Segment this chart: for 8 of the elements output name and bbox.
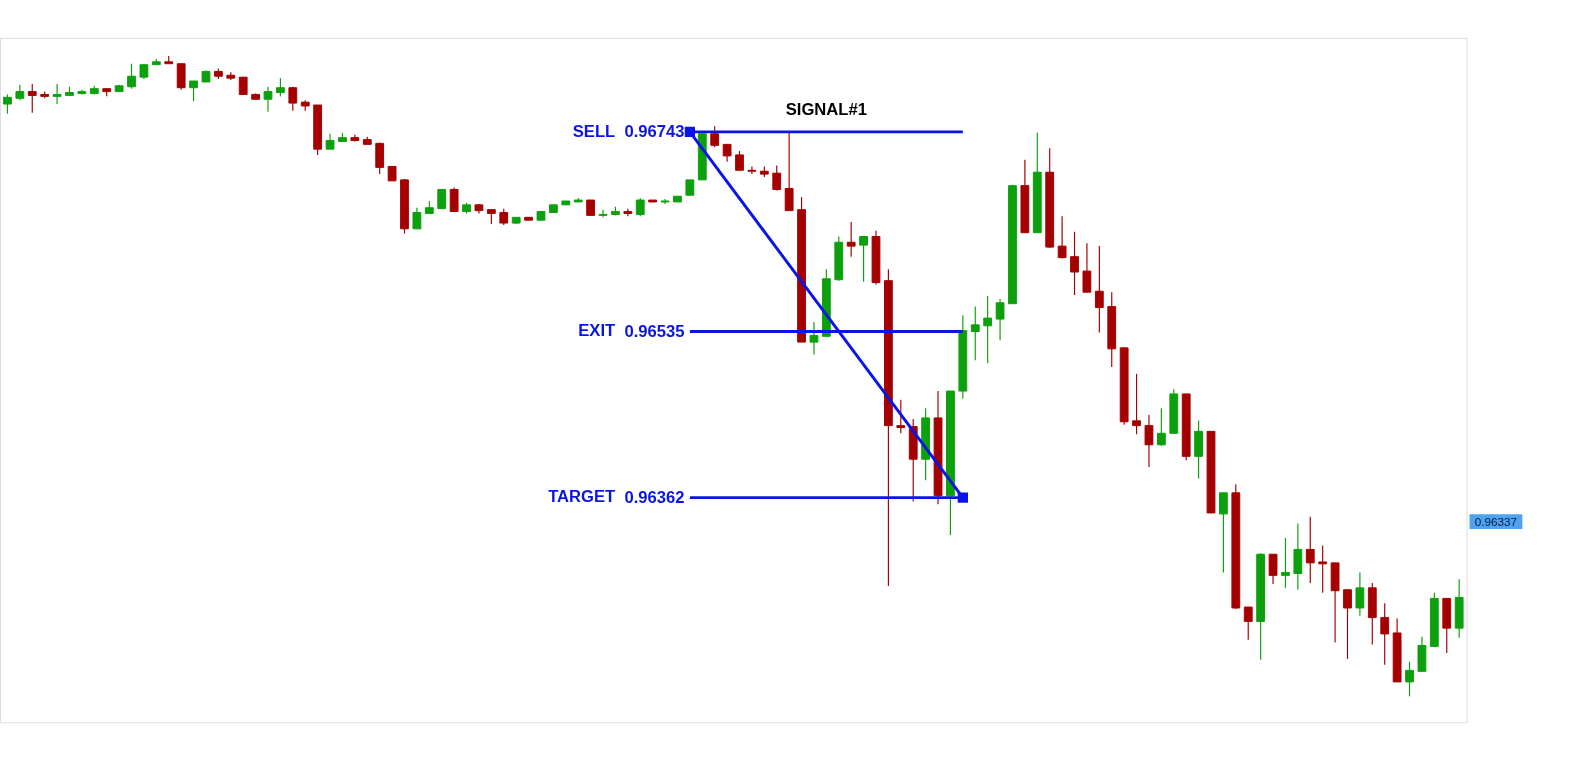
text: 0.96337 <box>1474 514 1518 528</box>
y-tick-label: 0.96362 <box>624 487 685 507</box>
y-tick-label: 0.96743 <box>624 122 685 142</box>
annotation: TARGET <box>548 487 616 507</box>
annotation: SELL <box>572 121 616 141</box>
annotation: SIGNAL#1 <box>785 100 867 120</box>
y-tick-label: 0.96535 <box>624 321 685 341</box>
annotation: EXIT <box>578 321 616 341</box>
